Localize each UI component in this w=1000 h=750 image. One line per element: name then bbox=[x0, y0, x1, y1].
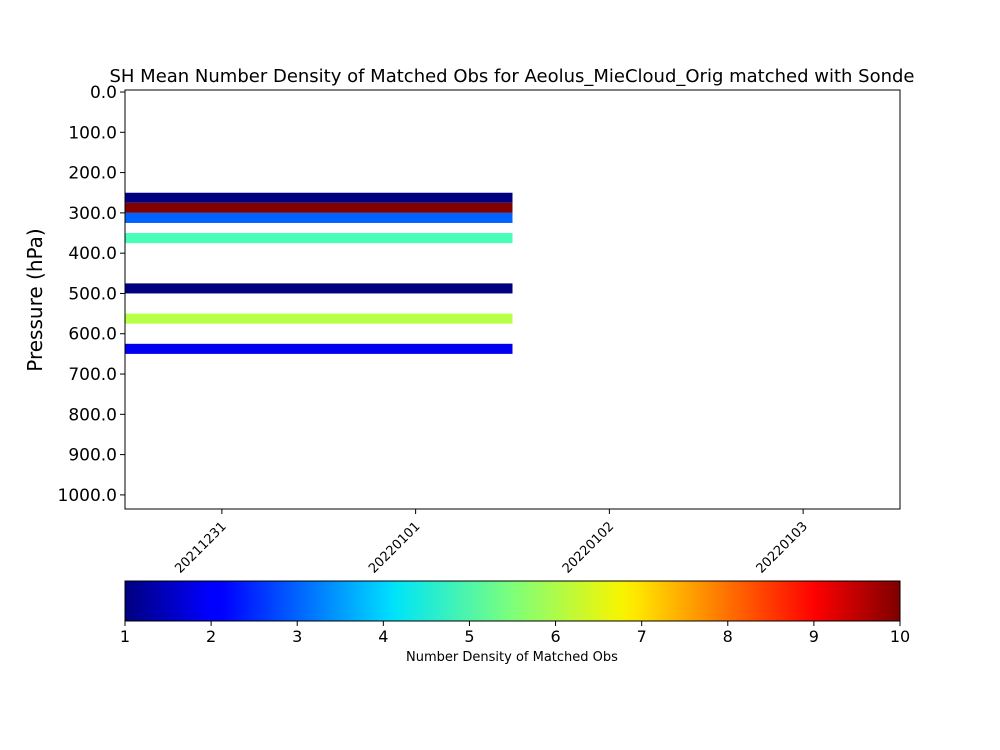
colorbar-tick-label: 7 bbox=[637, 627, 647, 646]
heatmap-cells bbox=[125, 192, 513, 354]
y-tick-label: 500.0 bbox=[68, 284, 117, 304]
y-tick-label: 1000.0 bbox=[58, 486, 117, 506]
plot-area-frame bbox=[124, 89, 901, 510]
colorbar-tick-label: 5 bbox=[464, 627, 474, 646]
colorbar-tick-label: 10 bbox=[890, 627, 910, 646]
colorbar-tick-label: 4 bbox=[378, 627, 388, 646]
y-tick-label: 600.0 bbox=[68, 325, 117, 345]
heatmap-cell bbox=[125, 343, 513, 354]
colorbar-tick-label: 9 bbox=[809, 627, 819, 646]
colorbar-tick-label: 6 bbox=[550, 627, 560, 646]
heatmap-cell bbox=[125, 283, 513, 294]
x-axis: 20211231 20220101 20220102 20220103 bbox=[172, 509, 811, 577]
y-tick-label: 700.0 bbox=[68, 365, 117, 385]
colorbar-tick-label: 8 bbox=[723, 627, 733, 646]
y-axis-label: Pressure (hPa) bbox=[23, 228, 47, 371]
y-tick-label: 900.0 bbox=[68, 446, 117, 466]
y-tick-label: 800.0 bbox=[68, 405, 117, 425]
x-tick-label: 20220102 bbox=[560, 519, 617, 576]
y-tick-label: 0.0 bbox=[90, 83, 117, 103]
y-tick-label: 300.0 bbox=[68, 204, 117, 224]
y-tick-label: 400.0 bbox=[68, 244, 117, 264]
colorbar-tick-label: 3 bbox=[292, 627, 302, 646]
y-tick-label: 200.0 bbox=[68, 164, 117, 184]
heatmap-cell bbox=[125, 192, 513, 203]
x-tick-label: 20220103 bbox=[754, 519, 811, 576]
heatmap-cell bbox=[125, 202, 513, 213]
chart-title: SH Mean Number Density of Matched Obs fo… bbox=[109, 66, 914, 87]
colorbar bbox=[124, 580, 901, 622]
heatmap-cell bbox=[125, 233, 513, 244]
heatmap-cell bbox=[125, 212, 513, 223]
colorbar-tick-label: 2 bbox=[206, 627, 216, 646]
y-tick-label: 100.0 bbox=[68, 123, 117, 143]
colorbar-label: Number Density of Matched Obs bbox=[406, 650, 618, 665]
x-tick-label: 20220101 bbox=[366, 519, 423, 576]
colorbar-ticks: 1 2 3 4 5 6 7 8 9 10 bbox=[120, 621, 910, 646]
y-axis: 0.0 100.0 200.0 300.0 400.0 500.0 600.0 700.0 80… bbox=[58, 83, 125, 506]
heatmap-cell bbox=[125, 313, 513, 324]
x-tick-label: 20211231 bbox=[172, 519, 229, 576]
colorbar-tick-label: 1 bbox=[120, 627, 130, 646]
